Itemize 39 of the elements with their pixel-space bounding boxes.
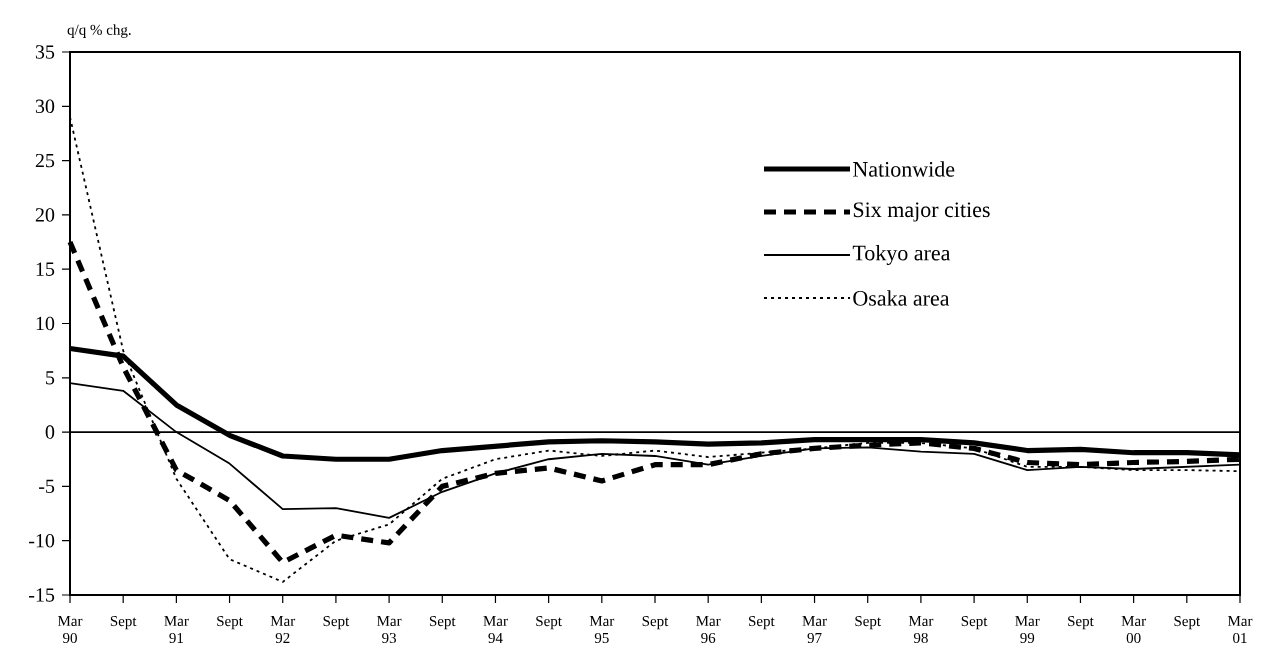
y-tick-label: 5 — [46, 371, 55, 385]
y-tick-label: 30 — [35, 99, 55, 114]
y-tick-label: -10 — [29, 533, 55, 548]
x-tick-label: Mar 01 — [1227, 616, 1253, 644]
x-tick-label: Sept — [749, 616, 775, 630]
x-tick-label: Sept — [323, 616, 350, 630]
x-tick-label: Mar 96 — [696, 616, 721, 644]
y-tick-label: 15 — [36, 262, 55, 276]
y-tick-label: 35 — [35, 45, 55, 59]
x-tick-label: Mar 97 — [802, 616, 827, 644]
x-tick-label: Mar 90 — [57, 616, 83, 644]
x-tick-label: Sept — [961, 616, 988, 630]
x-tick-label: Mar 93 — [377, 616, 402, 644]
x-tick-label: Mar 00 — [1121, 616, 1146, 644]
y-tick-label: -15 — [29, 588, 55, 602]
x-tick-label: Mar 95 — [589, 616, 615, 644]
x-tick-label: Sept — [1068, 616, 1094, 630]
x-tick-label: Sept — [429, 616, 456, 630]
x-tick-label: Mar 94 — [483, 616, 508, 644]
x-tick-label: Sept — [642, 616, 669, 630]
legend-label: Tokyo area — [852, 245, 951, 265]
y-axis-title: q/q % chg. — [67, 24, 131, 38]
x-tick-label: Mar 92 — [270, 616, 296, 644]
x-tick-label: Mar 91 — [164, 616, 189, 644]
x-tick-label: Mar 98 — [908, 616, 934, 644]
y-tick-label: 10 — [36, 316, 55, 331]
legend-label: Nationwide — [853, 161, 955, 177]
x-tick-label: Sept — [536, 616, 562, 630]
legend-label: Six major cities — [853, 202, 990, 222]
x-tick-label: Sept — [1174, 616, 1201, 630]
x-tick-label: Sept — [217, 616, 243, 630]
x-tick-label: Sept — [855, 616, 881, 630]
x-tick-label: Sept — [110, 616, 137, 630]
x-tick-label: Mar 99 — [1015, 616, 1040, 644]
legend-label: Osaka area — [853, 290, 950, 306]
y-tick-label: 25 — [35, 153, 55, 168]
y-tick-label: 0 — [45, 425, 55, 439]
y-tick-label: -5 — [39, 479, 55, 494]
y-tick-label: 20 — [35, 208, 55, 222]
